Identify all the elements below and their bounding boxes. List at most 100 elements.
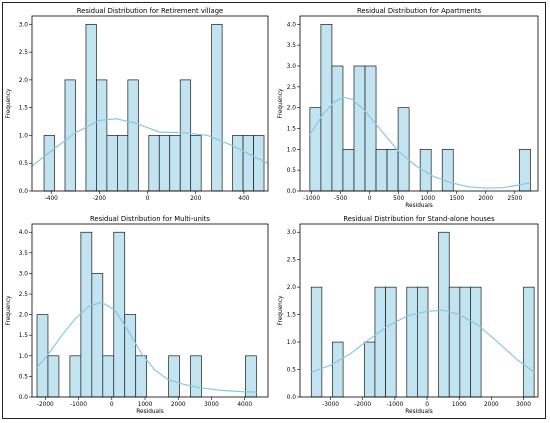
histogram-bar bbox=[80, 231, 93, 398]
x-tick-label-1000: 1000 bbox=[420, 196, 435, 202]
y-tick-label-3-0: 3.0 bbox=[19, 271, 29, 277]
y-tick-label-0-0: 0.0 bbox=[19, 189, 29, 195]
plot-area-frame bbox=[31, 223, 269, 398]
kde-curve bbox=[309, 96, 531, 189]
histogram-bar bbox=[91, 273, 104, 398]
histogram-bar bbox=[438, 231, 450, 398]
y-tick-label-2-0: 2.0 bbox=[287, 106, 297, 112]
histogram-bar bbox=[353, 65, 366, 192]
chart-retirement-village: Residual Distribution for Retirement vil… bbox=[6, 7, 269, 202]
x-tick-label-3000: 3000 bbox=[516, 402, 531, 408]
y-tick-label-3-5: 3.5 bbox=[287, 43, 297, 49]
histogram-bar bbox=[419, 148, 432, 192]
plot-area-frame bbox=[299, 223, 539, 398]
x-tick-label-1000: -1000 bbox=[70, 402, 87, 408]
x-axis-label: Residuals bbox=[405, 203, 433, 209]
x-tick-label-500: 500 bbox=[393, 196, 404, 202]
y-axis-label: Frequency bbox=[278, 295, 284, 326]
kde-curve bbox=[36, 301, 257, 393]
x-tick-label-0: 0 bbox=[110, 402, 114, 408]
y-tick-label-3-0: 3.0 bbox=[19, 22, 29, 28]
chart-stand-alone-houses: Residual Distribution for Stand-alone ho… bbox=[278, 215, 539, 415]
histogram-bar bbox=[320, 23, 333, 192]
histogram-bar bbox=[190, 135, 202, 192]
y-tick-label-1-0: 1.0 bbox=[287, 147, 297, 153]
x-tick-label-1500: 1500 bbox=[449, 196, 464, 202]
histogram-bar bbox=[331, 65, 344, 192]
y-tick-label-4-0: 4.0 bbox=[19, 230, 29, 236]
histogram-bar bbox=[363, 341, 376, 398]
histogram-bar bbox=[310, 286, 323, 398]
x-axis-label: Residuals bbox=[136, 409, 164, 415]
histogram-bar bbox=[232, 135, 244, 192]
x-tick-label-4000: 4000 bbox=[237, 402, 252, 408]
histogram-bar bbox=[386, 148, 399, 192]
chart-title: Residual Distribution for Retirement vil… bbox=[77, 7, 223, 15]
histogram-bar bbox=[43, 135, 55, 192]
histogram-bar bbox=[417, 286, 429, 398]
y-tick-label-0-5: 0.5 bbox=[287, 368, 297, 374]
y-tick-label-3-5: 3.5 bbox=[19, 251, 29, 257]
x-tick-label-0: 0 bbox=[425, 402, 429, 408]
y-tick-label-2-5: 2.5 bbox=[19, 50, 29, 56]
x-tick-label-2000: 2000 bbox=[484, 402, 499, 408]
histogram-bar bbox=[342, 148, 355, 192]
histogram-bar bbox=[253, 135, 265, 192]
histogram-bar bbox=[406, 286, 418, 398]
histogram-bar bbox=[211, 23, 223, 192]
y-tick-label-2-0: 2.0 bbox=[19, 313, 29, 319]
histogram-bar bbox=[190, 355, 202, 398]
y-tick-label-1-5: 1.5 bbox=[19, 333, 29, 339]
chart-title: Residual Distribution for Multi-units bbox=[90, 215, 210, 223]
x-tick-label-500: -500 bbox=[334, 196, 347, 202]
y-tick-label-0-0: 0.0 bbox=[287, 189, 297, 195]
histogram-bar bbox=[113, 231, 126, 398]
histogram-bar bbox=[127, 79, 139, 192]
plot-area-frame bbox=[299, 15, 539, 192]
x-tick-label-0: 0 bbox=[146, 196, 150, 202]
y-tick-label-1-5: 1.5 bbox=[287, 313, 297, 319]
histogram-bar bbox=[106, 135, 118, 192]
chart-title: Residual Distribution for Apartments bbox=[357, 7, 482, 15]
histogram-bar bbox=[375, 148, 388, 192]
x-axis-label: Residuals bbox=[405, 409, 433, 415]
histogram-bar bbox=[385, 286, 397, 398]
x-tick-label-1000: 1000 bbox=[138, 402, 153, 408]
y-axis-label: Frequency bbox=[6, 295, 12, 326]
histogram-bar bbox=[47, 355, 60, 398]
chart-title: Residual Distribution for Stand-alone ho… bbox=[343, 215, 495, 223]
x-tick-label-2000: 2000 bbox=[171, 402, 186, 408]
histogram-bar bbox=[459, 286, 471, 398]
histogram-bar bbox=[64, 79, 76, 192]
x-tick-label-0: 0 bbox=[368, 196, 372, 202]
y-tick-label-4-0: 4.0 bbox=[287, 22, 297, 28]
x-tick-label-2500: 2500 bbox=[507, 196, 522, 202]
y-tick-label-2-5: 2.5 bbox=[287, 258, 297, 264]
y-tick-label-1-5: 1.5 bbox=[287, 127, 297, 133]
y-tick-label-2-0: 2.0 bbox=[19, 78, 29, 84]
histogram-bar bbox=[364, 65, 377, 192]
histogram-bar bbox=[169, 135, 181, 192]
plot-area-frame bbox=[31, 15, 269, 192]
y-tick-label-2-0: 2.0 bbox=[287, 285, 297, 291]
kde-curve bbox=[311, 309, 535, 373]
y-tick-label-3-0: 3.0 bbox=[287, 64, 297, 70]
x-tick-label-2000: 2000 bbox=[478, 196, 493, 202]
x-tick-label-200: -200 bbox=[93, 196, 106, 202]
y-tick-label-0-5: 0.5 bbox=[19, 161, 29, 167]
kde-curve bbox=[31, 118, 269, 167]
y-tick-label-1-0: 1.0 bbox=[287, 340, 297, 346]
chart-apartments: Residual Distribution for Apartments -100… bbox=[278, 7, 539, 209]
x-tick-label-1000: 1000 bbox=[452, 402, 467, 408]
histogram-bar bbox=[117, 135, 129, 192]
histogram-bar bbox=[441, 148, 454, 192]
histogram-bar bbox=[168, 355, 180, 398]
x-tick-label-1000: -1000 bbox=[303, 196, 320, 202]
histogram-bar bbox=[135, 355, 148, 398]
histogram-bar bbox=[179, 79, 192, 192]
histogram-bar bbox=[448, 286, 461, 398]
y-tick-label-1-5: 1.5 bbox=[19, 106, 29, 112]
y-axis-label: Frequency bbox=[6, 88, 12, 119]
x-tick-label-2000: -2000 bbox=[37, 402, 54, 408]
histogram-bar bbox=[242, 135, 254, 192]
